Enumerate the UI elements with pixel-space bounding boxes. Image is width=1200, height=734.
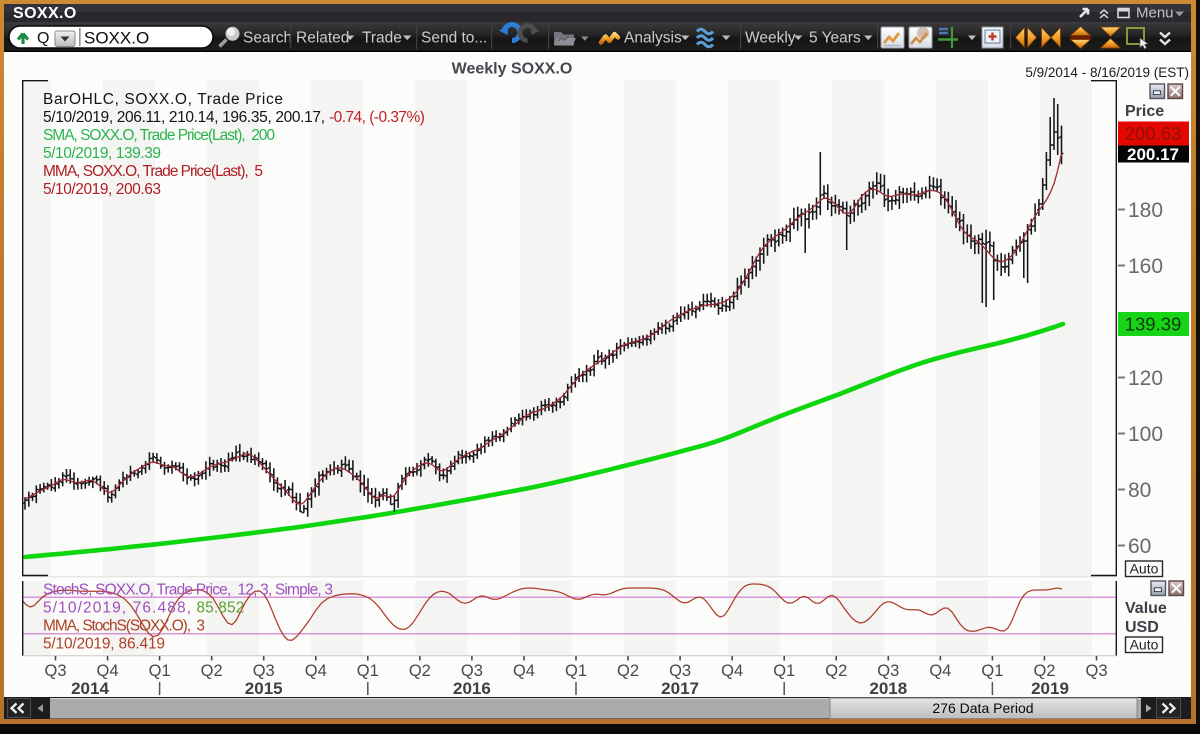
svg-text:Q3: Q3 <box>877 662 899 680</box>
svg-text:Send to...: Send to... <box>421 30 487 47</box>
svg-text:Q1: Q1 <box>357 662 379 680</box>
svg-text:BarOHLC, SOXX.O, Trade Price: BarOHLC, SOXX.O, Trade Price <box>43 91 283 108</box>
svg-text:2014: 2014 <box>71 679 109 698</box>
svg-text:2018: 2018 <box>869 679 907 698</box>
svg-text:2016: 2016 <box>453 679 491 698</box>
svg-text:200.17: 200.17 <box>1127 145 1179 164</box>
svg-text:Q2: Q2 <box>409 662 431 680</box>
svg-text:SOXX.O: SOXX.O <box>84 29 149 48</box>
svg-text:5/9/2014 - 8/16/2019 (EST): 5/9/2014 - 8/16/2019 (EST) <box>1025 65 1189 80</box>
svg-text:160: 160 <box>1128 255 1163 278</box>
svg-text:Q4: Q4 <box>929 662 951 680</box>
svg-text:SMA, SOXX.O, Trade Price(Last): SMA, SOXX.O, Trade Price(Last), 200 <box>43 127 275 144</box>
svg-text:Related: Related <box>296 30 349 47</box>
svg-text:Trade: Trade <box>362 30 402 47</box>
svg-text:276 Data Period: 276 Data Period <box>932 700 1033 716</box>
svg-text:MMA, StochS(SOXX.O), 3: MMA, StochS(SOXX.O), 3 <box>43 618 205 635</box>
svg-text:Q3: Q3 <box>669 662 691 680</box>
svg-text:Q2: Q2 <box>201 662 223 680</box>
svg-text:USD: USD <box>1125 619 1159 636</box>
svg-text:Auto: Auto <box>1130 637 1159 653</box>
svg-text:2019: 2019 <box>1031 679 1069 698</box>
svg-text:5/10/2019, 139.39: 5/10/2019, 139.39 <box>43 145 161 162</box>
svg-text:Weekly: Weekly <box>745 30 796 47</box>
svg-text:Q1: Q1 <box>773 662 795 680</box>
svg-text:100: 100 <box>1128 423 1163 446</box>
svg-text:80: 80 <box>1128 479 1151 502</box>
svg-text:Value: Value <box>1125 600 1167 617</box>
svg-text:Weekly SOXX.O: Weekly SOXX.O <box>452 61 573 78</box>
svg-text:Q2: Q2 <box>825 662 847 680</box>
svg-text:5/10/2019, 86.419: 5/10/2019, 86.419 <box>43 636 165 653</box>
svg-text:Q3: Q3 <box>44 662 66 680</box>
svg-text:Q3: Q3 <box>461 662 483 680</box>
svg-text:5/10/2019, 76.488, 85.852: 5/10/2019, 76.488, 85.852 <box>43 600 244 617</box>
svg-text:Price: Price <box>1125 103 1164 120</box>
svg-text:180: 180 <box>1128 199 1163 222</box>
svg-text:5 Years: 5 Years <box>809 30 861 47</box>
svg-text:Q1: Q1 <box>981 662 1003 680</box>
svg-text:Q4: Q4 <box>513 662 535 680</box>
svg-text:Q1: Q1 <box>149 662 171 680</box>
svg-text:Q4: Q4 <box>97 662 119 680</box>
svg-text:MMA, SOXX.O, Trade Price(Last): MMA, SOXX.O, Trade Price(Last), 5 <box>43 163 263 180</box>
svg-text:Q4: Q4 <box>305 662 327 680</box>
svg-text:Q2: Q2 <box>1033 662 1055 680</box>
svg-text:Menu: Menu <box>1136 5 1174 22</box>
svg-text:2017: 2017 <box>661 679 699 698</box>
svg-text:60: 60 <box>1128 535 1151 558</box>
svg-text:Analysis: Analysis <box>624 30 682 47</box>
svg-text:SOXX.O: SOXX.O <box>13 5 77 22</box>
svg-text:Q4: Q4 <box>721 662 743 680</box>
svg-text:Auto: Auto <box>1130 561 1159 577</box>
svg-text:Q3: Q3 <box>1085 662 1107 680</box>
svg-text:5/10/2019, 200.63: 5/10/2019, 200.63 <box>43 181 161 198</box>
svg-text:StochS, SOXX.O, Trade Price,: StochS, SOXX.O, Trade Price, 12, 3, Simp… <box>43 582 333 599</box>
svg-text:Q2: Q2 <box>617 662 639 680</box>
svg-text:139.39: 139.39 <box>1125 314 1182 335</box>
svg-text:Search: Search <box>243 30 292 47</box>
svg-text:Q: Q <box>37 30 49 47</box>
svg-text:200.63: 200.63 <box>1125 123 1182 144</box>
svg-text:Q3: Q3 <box>253 662 275 680</box>
svg-text:5/10/2019, 206.11, 210.14, 196: 5/10/2019, 206.11, 210.14, 196.35, 200.1… <box>43 109 425 126</box>
svg-text:Q1: Q1 <box>565 662 587 680</box>
svg-text:120: 120 <box>1128 367 1163 390</box>
svg-text:2015: 2015 <box>245 679 283 698</box>
